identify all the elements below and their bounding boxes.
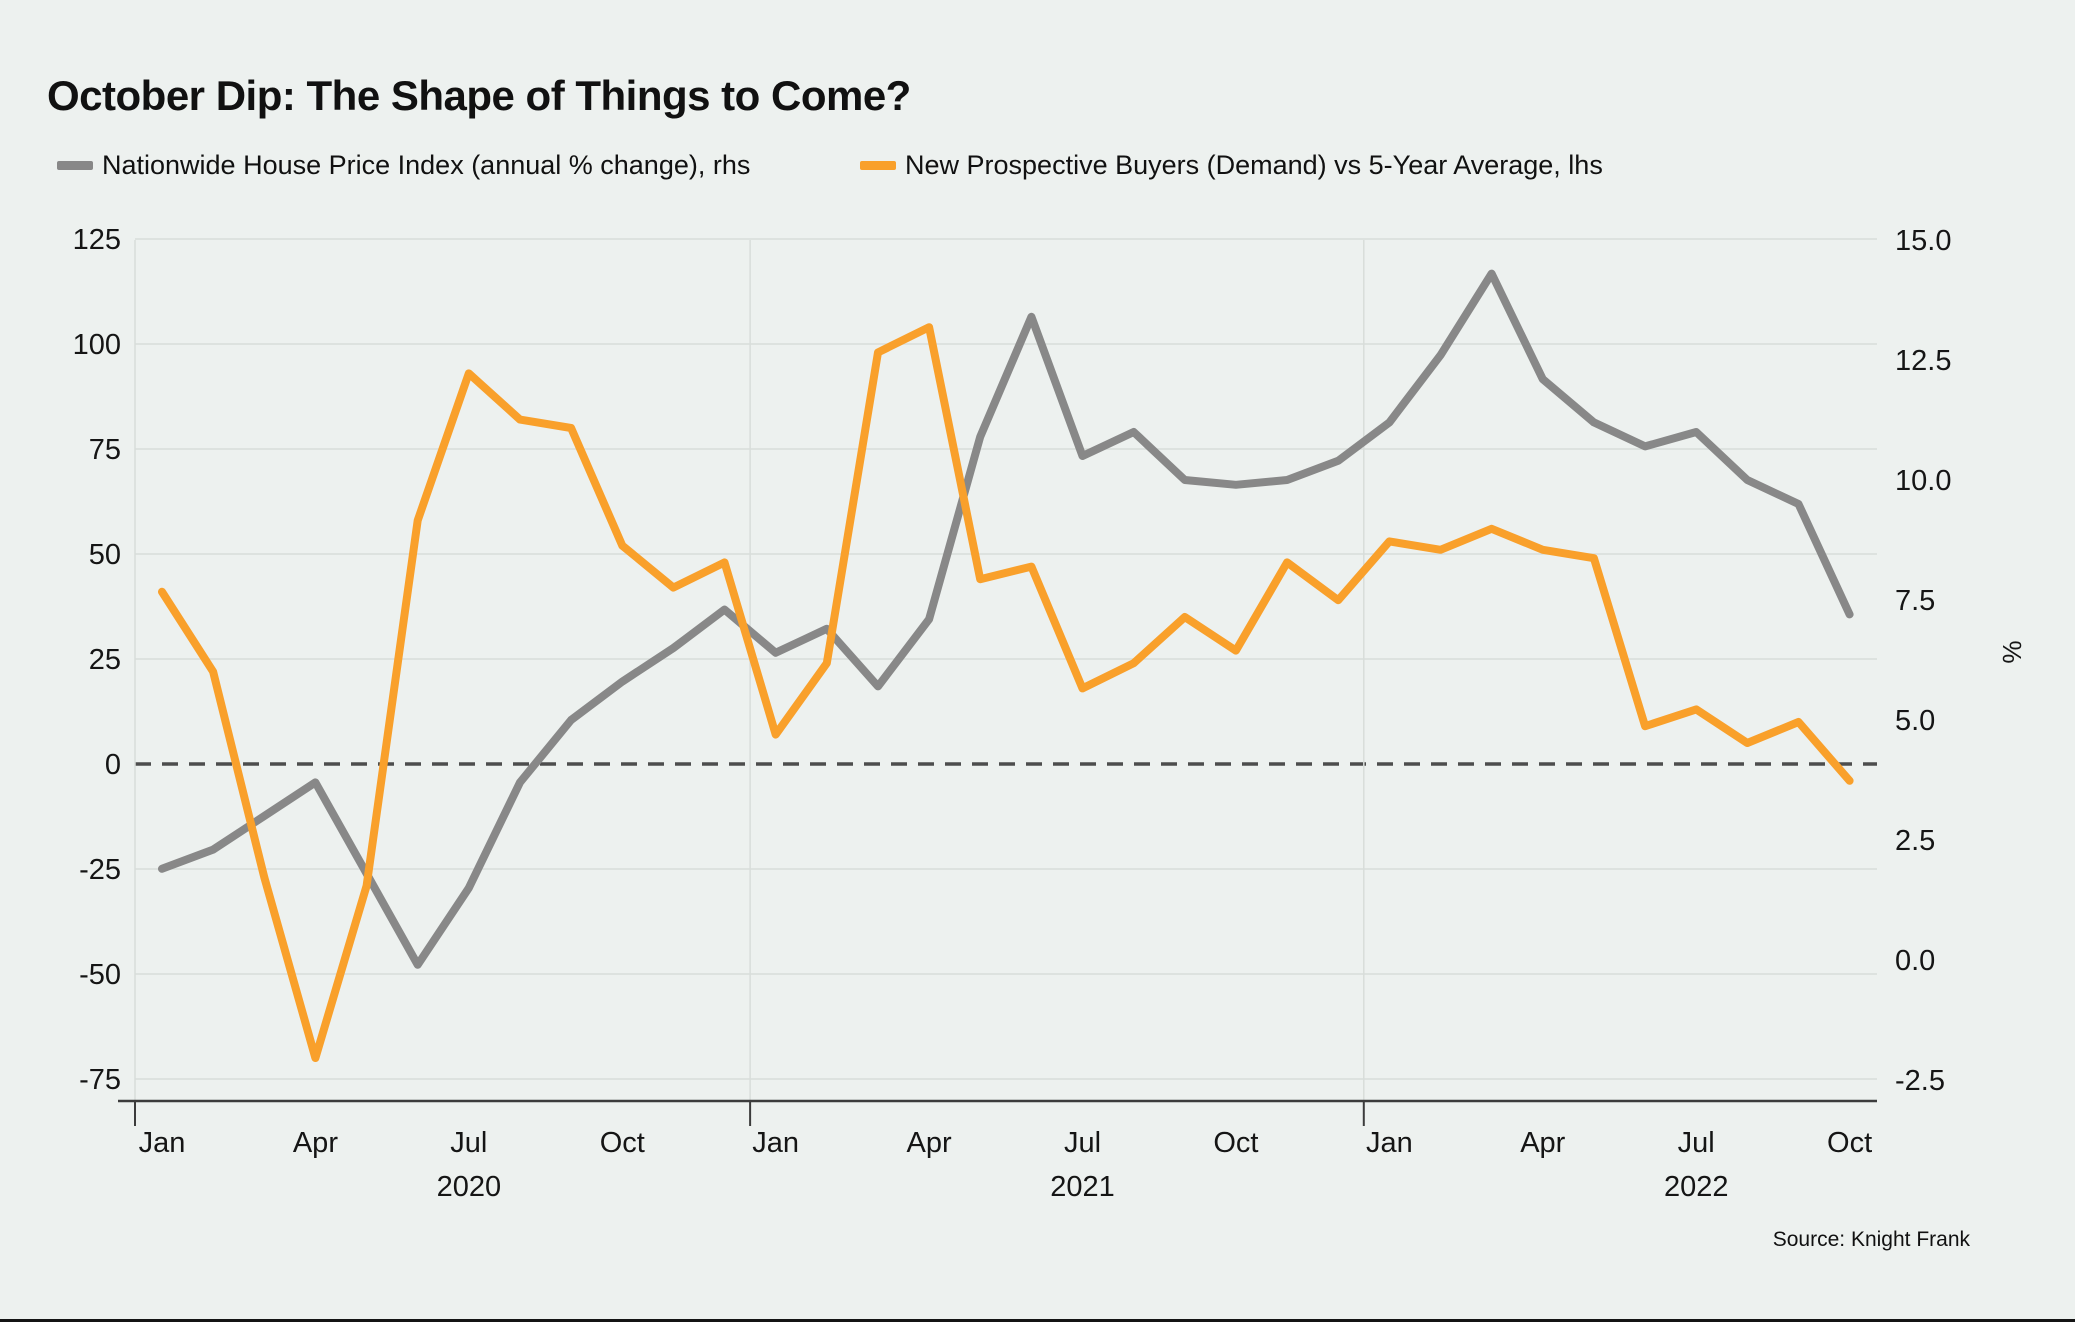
x-month-label: Jan xyxy=(139,1127,186,1159)
right-axis-unit-label: % xyxy=(1997,640,2027,663)
x-month-label: Oct xyxy=(600,1127,645,1159)
x-year-label: 2022 xyxy=(1664,1171,1729,1203)
x-month-label: Jul xyxy=(450,1127,487,1159)
hpi-line-swatch-icon xyxy=(57,161,93,170)
x-month-label: Apr xyxy=(293,1127,338,1159)
y-left-tick-label: -25 xyxy=(79,854,121,886)
legend-item-demand: New Prospective Buyers (Demand) vs 5-Yea… xyxy=(860,150,1603,181)
x-month-label: Oct xyxy=(1827,1127,1872,1159)
page-title: October Dip: The Shape of Things to Come… xyxy=(47,72,911,120)
legend-label-hpi: Nationwide House Price Index (annual % c… xyxy=(102,150,751,180)
x-month-label: Jan xyxy=(1366,1127,1413,1159)
y-right-tick-label: 15.0 xyxy=(1895,225,1951,257)
demand-line-swatch-icon xyxy=(860,161,896,170)
x-month-label: Apr xyxy=(907,1127,952,1159)
x-month-label: Jul xyxy=(1678,1127,1715,1159)
y-left-tick-label: 75 xyxy=(89,434,121,466)
x-month-label: Jan xyxy=(752,1127,799,1159)
x-year-label: 2020 xyxy=(437,1171,502,1203)
y-left-tick-label: -50 xyxy=(79,959,121,991)
legend-item-hpi: Nationwide House Price Index (annual % c… xyxy=(57,150,750,181)
y-right-tick-label: 7.5 xyxy=(1895,585,1935,617)
legend: Nationwide House Price Index (annual % c… xyxy=(0,150,2075,184)
y-left-tick-label: 0 xyxy=(105,749,121,781)
y-right-tick-label: 12.5 xyxy=(1895,345,1951,377)
x-month-label: Oct xyxy=(1213,1127,1258,1159)
y-left-tick-label: 100 xyxy=(73,329,121,361)
y-left-tick-label: 50 xyxy=(89,539,121,571)
x-month-label: Apr xyxy=(1520,1127,1565,1159)
bottom-border xyxy=(0,1319,2075,1322)
x-year-label: 2021 xyxy=(1050,1171,1115,1203)
x-month-label: Jul xyxy=(1064,1127,1101,1159)
hpi-line xyxy=(158,269,1854,969)
y-right-tick-label: 0.0 xyxy=(1895,945,1935,977)
y-right-tick-label: 10.0 xyxy=(1895,465,1951,497)
demand-line xyxy=(158,323,1854,1062)
y-right-tick-label: -2.5 xyxy=(1895,1065,1945,1097)
source-note: Source: Knight Frank xyxy=(1772,1228,1970,1251)
y-left-tick-label: 125 xyxy=(73,224,121,256)
y-left-tick-label: -75 xyxy=(79,1064,121,1096)
y-left-tick-label: 25 xyxy=(89,644,121,676)
y-right-tick-label: 5.0 xyxy=(1895,705,1935,737)
legend-label-demand: New Prospective Buyers (Demand) vs 5-Yea… xyxy=(905,150,1603,180)
y-right-tick-label: 2.5 xyxy=(1895,825,1935,857)
